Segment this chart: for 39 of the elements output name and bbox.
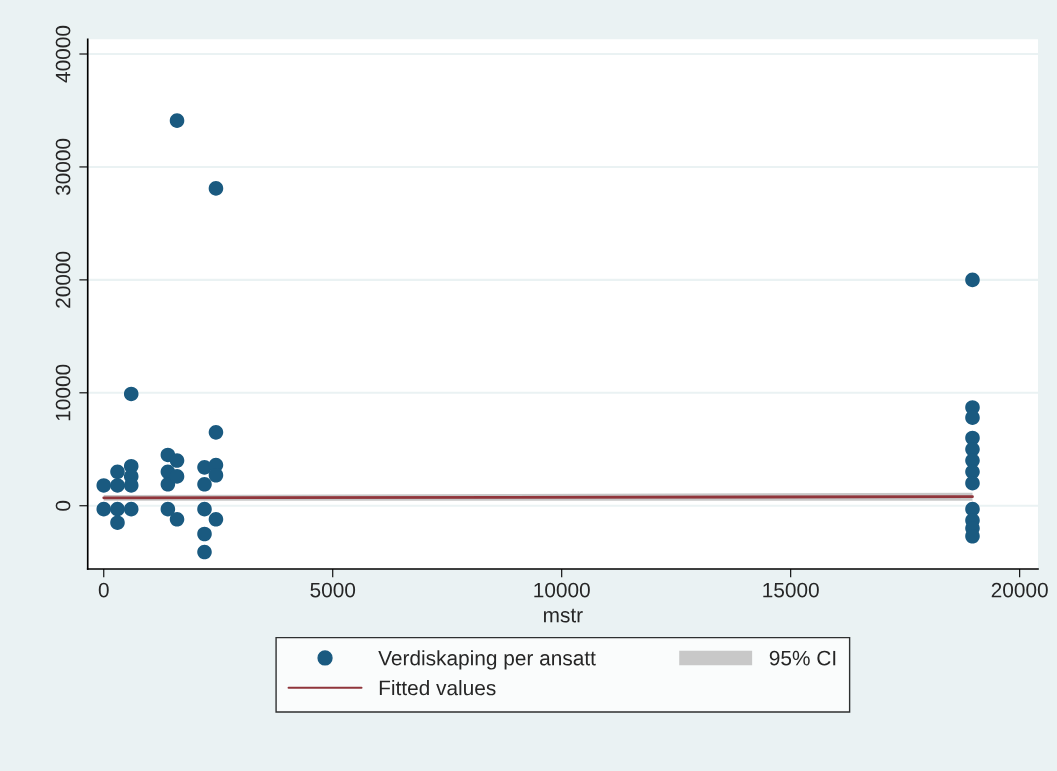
legend-label: Verdiskaping per ansatt <box>378 650 596 670</box>
point <box>208 425 224 440</box>
point <box>110 464 125 480</box>
point <box>208 181 224 196</box>
point <box>169 453 185 468</box>
point <box>965 272 980 288</box>
point <box>965 475 980 491</box>
y-tick-label: 40000 <box>55 25 71 83</box>
point <box>965 410 980 425</box>
point <box>96 501 112 517</box>
x-tick-label: 20000 <box>991 582 1048 598</box>
point <box>110 515 125 530</box>
point <box>169 512 185 527</box>
point <box>197 526 212 542</box>
point <box>169 469 185 484</box>
y-tick-label: 10000 <box>55 364 71 421</box>
point <box>160 477 176 492</box>
x-tick-label: 0 <box>98 582 109 598</box>
point <box>123 386 139 402</box>
point <box>160 501 176 517</box>
x-axis-title: mstr <box>543 608 583 623</box>
point <box>169 113 185 128</box>
x-tick-label: 10000 <box>534 582 590 598</box>
y-tick-label: 20000 <box>55 251 71 308</box>
legend-label: 95% CI <box>769 650 836 666</box>
point <box>110 501 125 517</box>
point <box>123 478 139 493</box>
y-tick-label: 0 <box>55 500 71 511</box>
point <box>208 512 224 527</box>
point <box>197 477 212 492</box>
point <box>96 478 112 493</box>
point <box>197 501 212 517</box>
y-tick-label: 30000 <box>55 138 71 196</box>
x-tick-label: 5000 <box>310 582 356 598</box>
legend-label: Fitted values <box>379 680 496 696</box>
x-tick-label: 15000 <box>763 582 819 598</box>
point <box>110 478 125 493</box>
point <box>123 501 139 517</box>
point <box>197 544 212 560</box>
